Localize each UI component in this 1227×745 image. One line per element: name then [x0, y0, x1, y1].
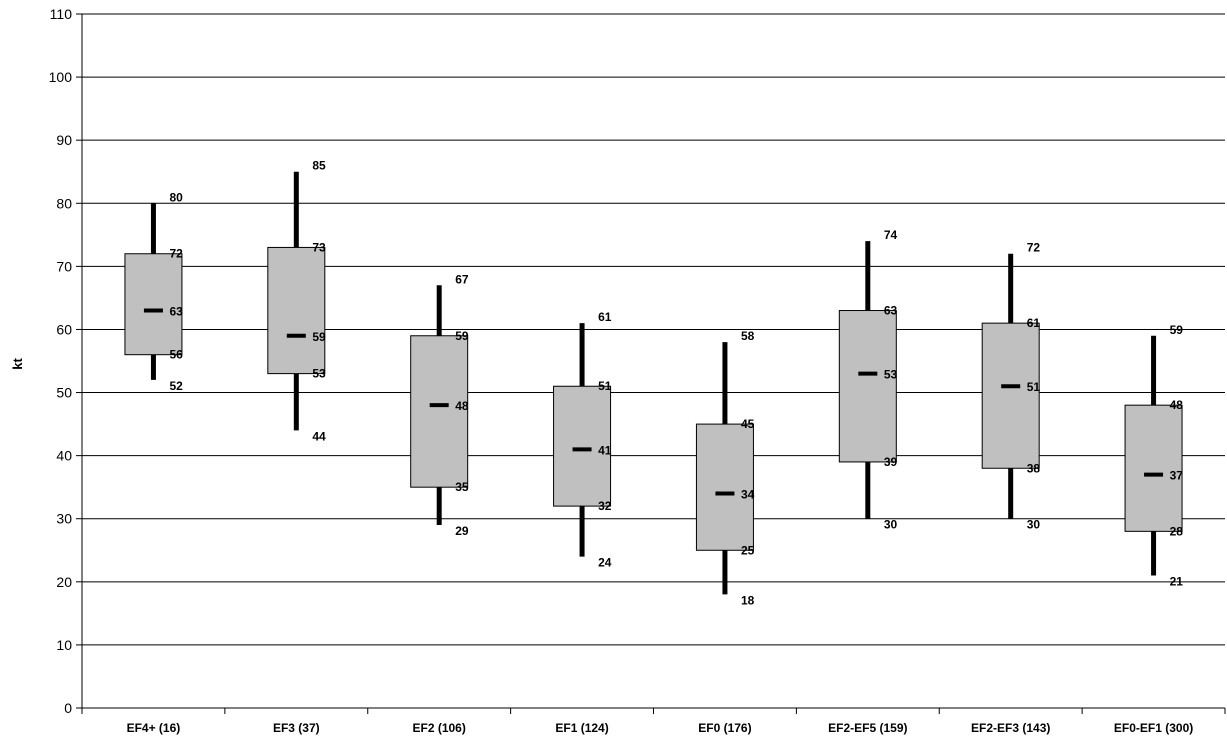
median-label-2: 48 — [455, 399, 469, 413]
box-2 — [410, 335, 469, 488]
box-layer — [124, 171, 1183, 595]
category-label-2: EF2 (106) — [413, 721, 466, 735]
q1-label-0: 56 — [169, 348, 183, 362]
y-tick-label: 40 — [56, 448, 72, 464]
y-tick-label: 80 — [56, 195, 72, 211]
q3-label-0: 72 — [169, 247, 183, 261]
median-label-3: 41 — [598, 443, 612, 457]
box-3 — [553, 385, 612, 507]
category-label-7: EF0-EF1 (300) — [1114, 721, 1193, 735]
max-label-4: 58 — [741, 329, 755, 343]
y-tick-label: 70 — [56, 258, 72, 274]
max-label-6: 72 — [1027, 241, 1041, 255]
max-label-1: 85 — [312, 159, 326, 173]
min-label-2: 29 — [455, 524, 469, 538]
q3-label-2: 59 — [455, 329, 469, 343]
q1-label-5: 39 — [884, 455, 898, 469]
min-label-4: 18 — [741, 593, 755, 607]
y-tick-label: 110 — [50, 6, 73, 22]
box-1 — [267, 246, 326, 375]
min-label-3: 24 — [598, 556, 612, 570]
min-label-5: 30 — [884, 518, 898, 532]
q1-label-1: 53 — [312, 367, 326, 381]
category-label-1: EF3 (37) — [273, 721, 320, 735]
q3-label-1: 73 — [312, 240, 326, 254]
max-label-3: 61 — [598, 310, 612, 324]
y-tick-label: 50 — [56, 385, 72, 401]
median-label-6: 51 — [1027, 380, 1041, 394]
category-label-6: EF2-EF3 (143) — [971, 721, 1050, 735]
median-label-0: 63 — [169, 305, 183, 319]
max-label-7: 59 — [1170, 323, 1184, 337]
q1-label-2: 35 — [455, 480, 469, 494]
min-label-0: 52 — [169, 379, 183, 393]
q1-label-6: 38 — [1027, 461, 1041, 475]
category-label-0: EF4+ (16) — [127, 721, 181, 735]
median-label-7: 37 — [1170, 469, 1184, 483]
box-5 — [838, 310, 897, 463]
category-label-4: EF0 (176) — [698, 721, 751, 735]
y-tick-label: 20 — [56, 574, 72, 590]
category-label-5: EF2-EF5 (159) — [828, 721, 907, 735]
y-tick-label: 10 — [56, 637, 72, 653]
category-label-3: EF1 (124) — [555, 721, 608, 735]
min-label-6: 30 — [1027, 518, 1041, 532]
median-label-5: 53 — [884, 368, 898, 382]
q3-label-4: 45 — [741, 417, 755, 431]
box-4 — [695, 423, 754, 551]
label-layer: 80 72 63 56 52 EF4+ (16) 85 73 59 53 44 EF3 (37) 67 5… — [127, 159, 1194, 735]
q1-label-3: 32 — [598, 499, 612, 513]
q3-label-6: 61 — [1027, 316, 1041, 330]
box-0 — [124, 253, 183, 356]
min-label-7: 21 — [1170, 575, 1184, 589]
max-label-5: 74 — [884, 228, 898, 242]
y-tick-label: 30 — [56, 511, 72, 527]
q3-label-5: 63 — [884, 304, 898, 318]
axis-layer: 0 10 20 30 40 50 60 70 80 90 100 110 — [49, 6, 1226, 716]
min-label-1: 44 — [312, 429, 326, 443]
median-label-4: 34 — [741, 487, 755, 501]
y-tick-label: 100 — [49, 69, 73, 85]
q1-label-4: 25 — [741, 543, 755, 557]
y-axis-title: kt — [10, 358, 25, 370]
q3-label-3: 51 — [598, 379, 612, 393]
q3-label-7: 48 — [1170, 398, 1184, 412]
max-label-0: 80 — [169, 190, 183, 204]
box-6 — [981, 322, 1040, 469]
q1-label-7: 28 — [1170, 524, 1184, 538]
y-tick-label: 90 — [56, 132, 72, 148]
box-7 — [1124, 404, 1183, 532]
median-label-1: 59 — [312, 330, 326, 344]
y-tick-label: 60 — [56, 321, 72, 337]
max-label-2: 67 — [455, 272, 469, 286]
y-tick-label: 0 — [64, 700, 72, 716]
